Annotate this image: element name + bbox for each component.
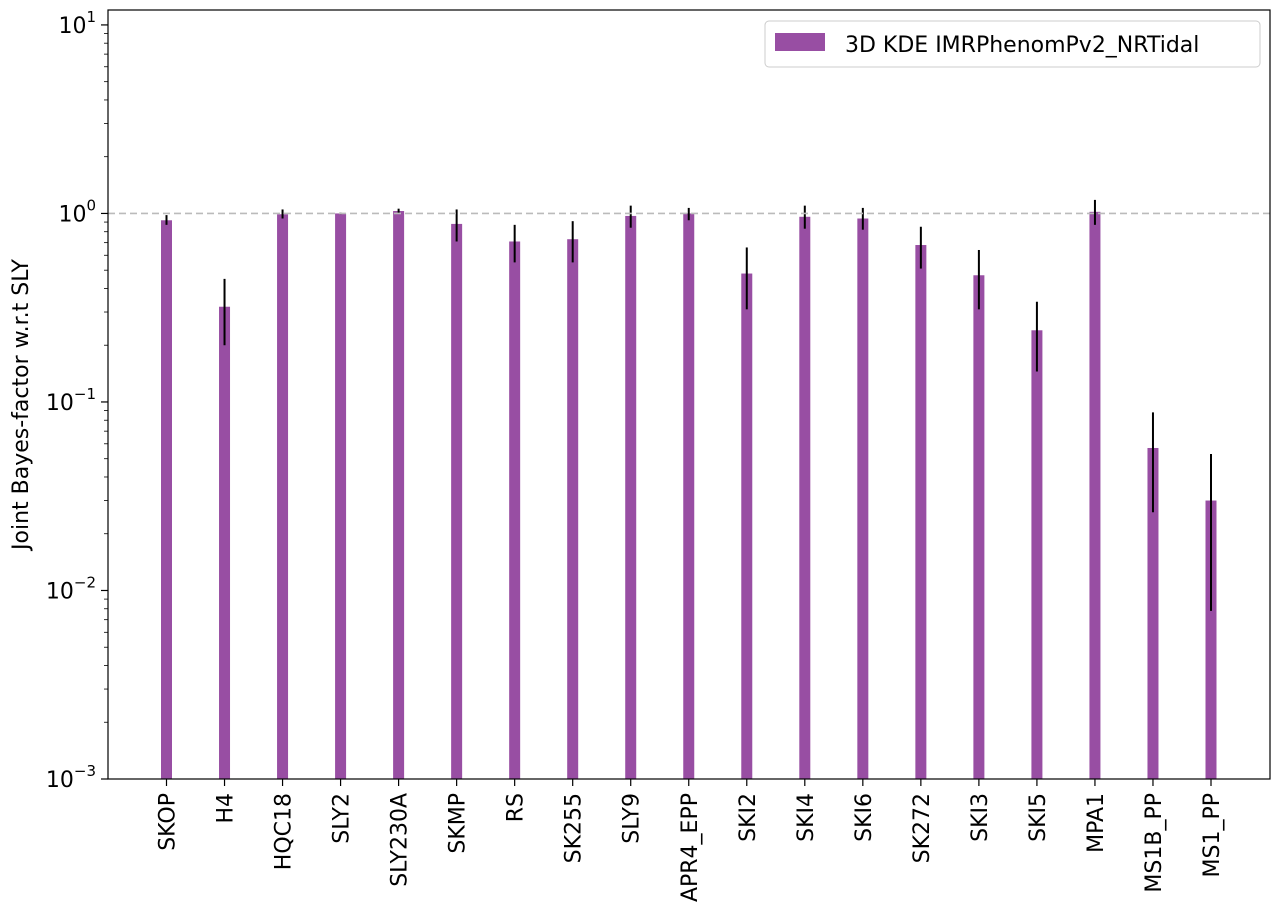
bar-apr4_epp bbox=[683, 213, 695, 780]
bar-ms1_pp bbox=[1205, 500, 1217, 779]
x-tick-label: SKOP bbox=[156, 793, 181, 851]
bar-ski2 bbox=[741, 273, 753, 779]
bar-ski6 bbox=[857, 218, 869, 779]
x-tick-label: SKI5 bbox=[1026, 793, 1051, 842]
legend-box bbox=[764, 20, 1261, 68]
bar-ski3 bbox=[973, 275, 985, 779]
bar-ski4 bbox=[799, 216, 811, 779]
x-tick-label: MS1B_PP bbox=[1142, 793, 1167, 893]
bar-ski5 bbox=[1031, 330, 1043, 779]
x-tick-label: SK255 bbox=[562, 793, 587, 863]
y-tick-label: 100 bbox=[58, 196, 96, 227]
bar-hqc18 bbox=[277, 214, 289, 779]
x-tick-label: SLY2 bbox=[330, 793, 355, 844]
bar-mpa1 bbox=[1089, 211, 1101, 779]
x-tick-label: SK272 bbox=[910, 793, 935, 863]
x-tick-label: SLY230A bbox=[388, 793, 413, 887]
bar-sk272 bbox=[915, 245, 927, 779]
y-tick-label: 10−1 bbox=[46, 385, 96, 416]
x-tick-label: H4 bbox=[214, 793, 239, 824]
y-tick-label: 101 bbox=[58, 8, 96, 39]
bars-group bbox=[161, 211, 1217, 780]
bar-sly2 bbox=[335, 213, 347, 780]
bar-ms1b_pp bbox=[1147, 447, 1159, 779]
legend-swatch bbox=[775, 33, 825, 51]
bar-skop bbox=[161, 220, 172, 780]
error-bars-group bbox=[165, 199, 1212, 611]
y-tick-label: 10−2 bbox=[46, 573, 96, 604]
y-tick-label: 10−3 bbox=[46, 762, 96, 793]
x-tick-label: SLY9 bbox=[620, 793, 645, 844]
x-tick-label: MPA1 bbox=[1084, 793, 1109, 853]
y-axis: 10−3 10−2 10−1 100 101 bbox=[46, 8, 108, 793]
x-tick-label: MS1_PP bbox=[1200, 793, 1225, 877]
x-tick-label: SKI6 bbox=[852, 793, 877, 842]
x-tick-label: SKI3 bbox=[968, 793, 993, 842]
x-tick-label: SKI2 bbox=[736, 793, 761, 842]
bar-rs bbox=[509, 241, 521, 779]
x-tick-label: RS bbox=[504, 793, 529, 822]
x-tick-label: HQC18 bbox=[272, 793, 297, 870]
legend-label: 3D KDE IMRPhenomPv2_NRTidal bbox=[845, 33, 1199, 58]
x-tick-label: SKI4 bbox=[794, 793, 819, 842]
bar-h4 bbox=[219, 306, 231, 779]
x-axis: SKOP H4 HQC18 SLY2 SLY230A SKMP RS SK255 SLY9 APR… bbox=[156, 779, 1225, 902]
bar-sly230a bbox=[393, 211, 405, 780]
bar-sk255 bbox=[567, 239, 579, 780]
legend: 3D KDE IMRPhenomPv2_NRTidal bbox=[764, 20, 1261, 68]
x-tick-label: SKMP bbox=[446, 793, 471, 854]
bar-sly9 bbox=[625, 215, 637, 780]
y-axis-label: Joint Bayes-factor w.r.t SLY bbox=[9, 258, 34, 552]
x-tick-label: APR4_EPP bbox=[678, 793, 703, 902]
bar-skmp bbox=[451, 223, 463, 779]
